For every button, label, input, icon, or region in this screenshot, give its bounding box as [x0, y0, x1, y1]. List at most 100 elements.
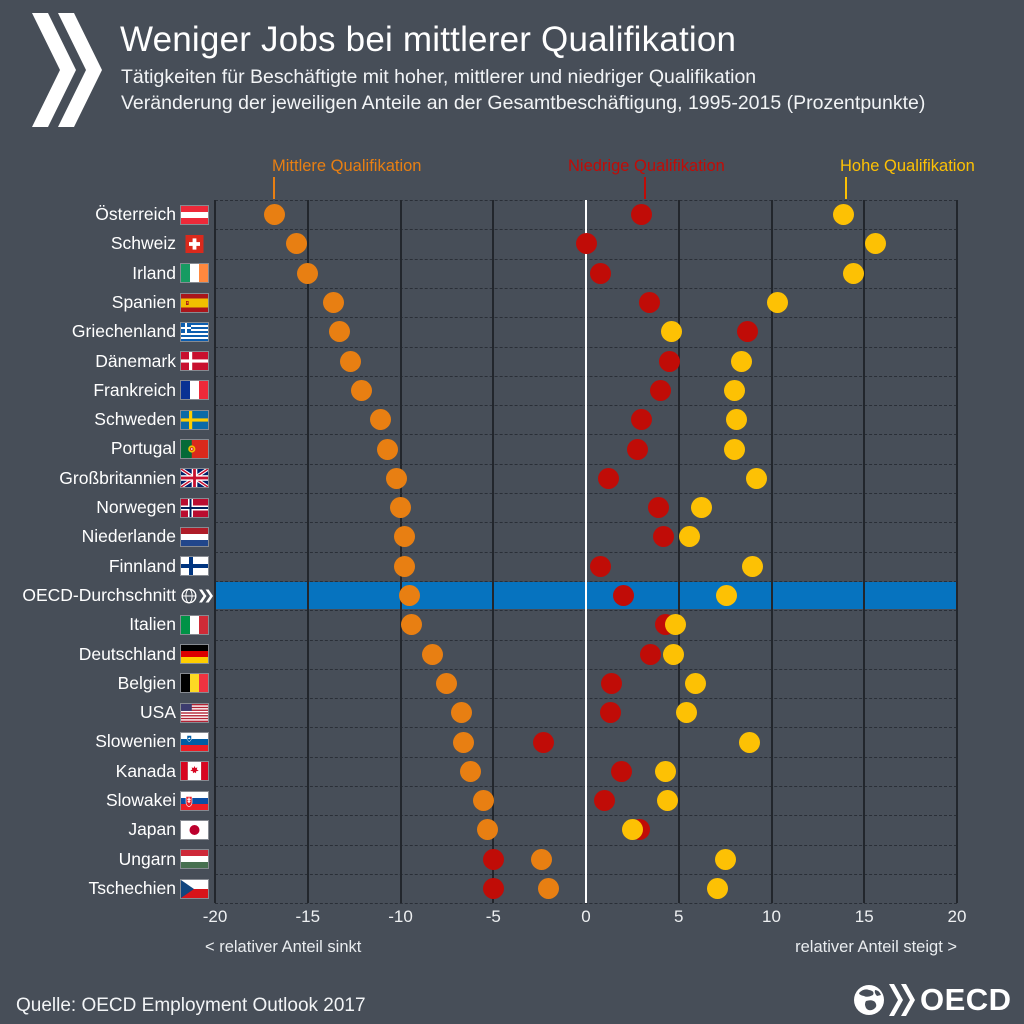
dot-hohe-jp: [621, 819, 643, 841]
x-tick-label: 15: [854, 907, 874, 926]
dot-hohe-fr: [723, 379, 745, 401]
dot-hohe-gr: [660, 321, 682, 343]
x-tick-label: -20: [202, 907, 228, 926]
dot-hohe-gb: [746, 467, 768, 489]
gridline: [863, 200, 866, 904]
country-label-fr: Frankreich: [93, 379, 176, 400]
country-label-no: Norwegen: [96, 497, 176, 517]
dot-mittlere-ie: [297, 262, 319, 284]
dot-mittlere-si: [453, 731, 475, 753]
oecd-logo: OECD: [853, 982, 1012, 1018]
gridline: [492, 200, 495, 904]
x-tick-label: 5: [674, 907, 684, 926]
flag-icon-sk: [180, 790, 209, 811]
dot-mittlere-fi: [393, 555, 415, 577]
country-label-dk: Dänemark: [95, 350, 176, 371]
page-title: Weniger Jobs bei mittlerer Qualifikation: [120, 20, 737, 59]
legend-leader-hohe: [845, 177, 847, 199]
country-label-ca: Kanada: [115, 760, 176, 781]
source-text: Quelle: OECD Employment Outlook 2017: [16, 995, 366, 1016]
flag-icon-jp: [180, 819, 209, 840]
dot-niedrige-fi: [590, 555, 612, 577]
dot-niedrige-dk: [658, 350, 680, 372]
dot-niedrige-nl: [653, 526, 675, 548]
x-tick-label: 20: [947, 907, 967, 926]
legend-hohe: Hohe Qualifikation: [840, 157, 975, 175]
dot-niedrige-de: [640, 643, 662, 665]
dot-hohe-cz: [707, 878, 729, 900]
legend-leader-niedrige: [644, 177, 646, 199]
x-tick-label: -10: [388, 907, 413, 926]
x-tick-label: -5: [485, 907, 501, 926]
zero-line: [585, 200, 587, 904]
dot-hohe-pt: [723, 438, 745, 460]
dot-mittlere-gr: [328, 321, 350, 343]
country-label-be: Belgien: [117, 672, 176, 693]
dot-mittlere-se: [369, 409, 391, 431]
country-label-us: USA: [140, 702, 176, 723]
country-label-gr: Griechenland: [71, 321, 176, 342]
dot-niedrige-es: [638, 292, 660, 314]
flag-icon-at: [180, 204, 209, 225]
flag-icon-de: [180, 644, 209, 665]
row-divider: [215, 903, 957, 905]
dot-hohe-dk: [731, 350, 753, 372]
dot-niedrige-pt: [627, 438, 649, 460]
country-label-se: Schweden: [94, 409, 176, 430]
gridline: [399, 200, 402, 904]
dot-hohe-ie: [842, 262, 864, 284]
oecd-globe-icon: [181, 587, 213, 605]
dot-niedrige-ca: [610, 760, 632, 782]
dot-mittlere-hu: [530, 848, 552, 870]
dot-hohe-at: [833, 204, 855, 226]
dot-mittlere-gb: [386, 467, 408, 489]
subtitle-line-2: Veränderung der jeweiligen Anteile an de…: [121, 92, 926, 114]
dot-hohe-es: [766, 292, 788, 314]
dot-niedrige-be: [601, 672, 623, 694]
country-label-oecd: OECD-Durchschnitt: [22, 584, 176, 605]
flag-icon-cz: [180, 878, 209, 899]
dot-mittlere-at: [263, 204, 285, 226]
dot-mittlere-cz: [538, 878, 560, 900]
dot-niedrige-us: [599, 702, 621, 724]
gridline: [306, 200, 309, 904]
flag-icon-gb: [180, 468, 209, 489]
dot-niedrige-ie: [590, 262, 612, 284]
flag-icon-fr: [180, 380, 209, 401]
flag-icon-it: [180, 614, 209, 635]
country-label-nl: Niederlande: [81, 526, 176, 547]
flag-icon-pt: [180, 439, 209, 460]
country-label-jp: Japan: [128, 819, 176, 840]
flag-icon-us: [180, 702, 209, 723]
dot-hohe-it: [664, 614, 686, 636]
dot-niedrige-si: [532, 731, 554, 753]
x-tick-label: 10: [762, 907, 781, 926]
legend-niedrige: Niedrige Qualifikation: [568, 157, 725, 175]
country-label-ie: Irland: [132, 262, 176, 283]
dot-niedrige-no: [647, 497, 669, 519]
flag-icon-hu: [180, 849, 209, 870]
country-label-at: Österreich: [95, 204, 176, 224]
flag-icon-dk: [180, 351, 209, 372]
x-tick-label: -15: [295, 907, 321, 926]
country-label-ch: Schweiz: [110, 233, 176, 254]
dot-mittlere-oecd: [399, 585, 421, 607]
dot-mittlere-jp: [477, 819, 499, 841]
dot-hohe-oecd: [716, 585, 738, 607]
axis-note-left: < relativer Anteil sinkt: [205, 938, 362, 956]
dot-hohe-se: [725, 409, 747, 431]
dot-niedrige-gb: [597, 467, 619, 489]
country-label-es: Spanien: [111, 291, 176, 312]
flag-icon-se: [180, 409, 209, 430]
dot-niedrige-ch: [575, 233, 597, 255]
gridline: [214, 200, 216, 904]
dot-hohe-de: [662, 643, 684, 665]
dot-niedrige-se: [631, 409, 653, 431]
flag-icon-gr: [180, 321, 209, 342]
flag-icon-fi: [180, 556, 209, 577]
dot-mittlere-it: [401, 614, 423, 636]
flag-icon-ie: [180, 263, 209, 284]
dot-hohe-si: [738, 731, 760, 753]
flag-icon-nl: [180, 526, 209, 547]
